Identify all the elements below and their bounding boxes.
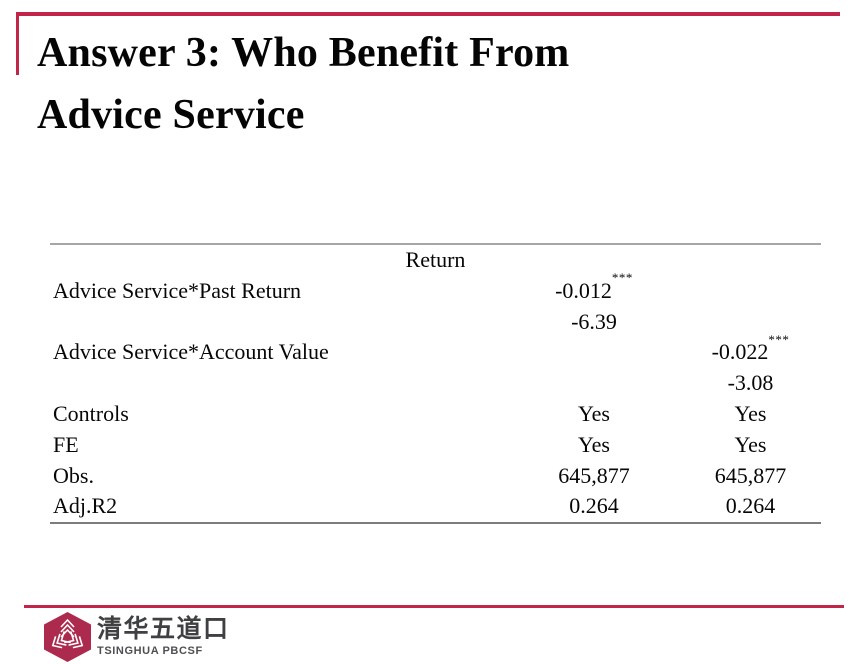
slide-title-line1: Answer 3: Who Benefit From — [37, 30, 570, 76]
value-cell: Yes — [577, 431, 610, 457]
top-accent-rule — [16, 12, 840, 16]
tstat-cell: -3.08 — [727, 370, 774, 396]
footer-accent-rule — [24, 605, 844, 608]
coefficient-cell — [680, 276, 821, 307]
value-cell: Yes — [734, 400, 767, 426]
logo-english-name: TSINGHUA PBCSF — [97, 645, 203, 657]
row-label — [50, 307, 508, 338]
row-label: Advice Service*Past Return — [53, 277, 302, 303]
coefficient-value: -0.012 — [555, 277, 612, 303]
left-accent-rule — [16, 12, 19, 75]
coefficient-cell: -0.022*** — [680, 333, 821, 368]
slide-title-line2: Advice Service — [37, 92, 305, 138]
value-cell: Yes — [734, 431, 767, 457]
coefficient-cell: -0.012*** — [508, 271, 680, 307]
table-row: Obs. 645,877 645,877 — [50, 461, 821, 492]
table-row: Controls Yes Yes — [50, 399, 821, 430]
logo-text-block: 清华五道口 TSINGHUA PBCSF — [97, 614, 230, 657]
row-label: Advice Service*Account Value — [53, 339, 329, 365]
row-label: Controls — [53, 400, 129, 426]
significance-stars: *** — [768, 332, 790, 348]
row-label: Obs. — [53, 462, 94, 488]
tsinghua-pbcsf-logo-icon — [44, 612, 91, 662]
slide-title: Answer 3: Who Benefit From Advice Servic… — [37, 22, 827, 146]
tstat-cell — [508, 368, 680, 399]
logo-hexagon-icon — [44, 612, 91, 662]
value-cell: Yes — [577, 400, 610, 426]
value-cell: 0.264 — [725, 493, 776, 519]
logo-chinese-name: 清华五道口 — [97, 615, 230, 643]
dep-var-header: Return — [405, 247, 466, 272]
row-label — [50, 368, 508, 399]
row-label: FE — [53, 431, 79, 457]
tstat-cell — [680, 307, 821, 338]
table-header-row: Return — [50, 245, 821, 276]
table-row: -6.39 — [50, 307, 821, 338]
table-row: Adj.R2 0.264 0.264 — [50, 491, 821, 522]
table-row: -3.08 — [50, 368, 821, 399]
value-cell: 645,877 — [558, 462, 630, 488]
table-row: Advice Service*Account Value -0.022*** — [50, 333, 821, 368]
value-cell: 0.264 — [569, 493, 619, 519]
significance-stars: *** — [611, 270, 633, 286]
table-row: Advice Service*Past Return -0.012*** — [50, 271, 821, 307]
regression-table: Return Advice Service*Past Return -0.012… — [50, 243, 821, 525]
coefficient-cell — [508, 337, 680, 368]
tstat-cell: -6.39 — [571, 308, 617, 334]
value-cell: 645,877 — [714, 462, 787, 488]
table-row: FE Yes Yes — [50, 430, 821, 461]
row-label: Adj.R2 — [53, 493, 118, 519]
coefficient-value: -0.022 — [711, 339, 769, 365]
